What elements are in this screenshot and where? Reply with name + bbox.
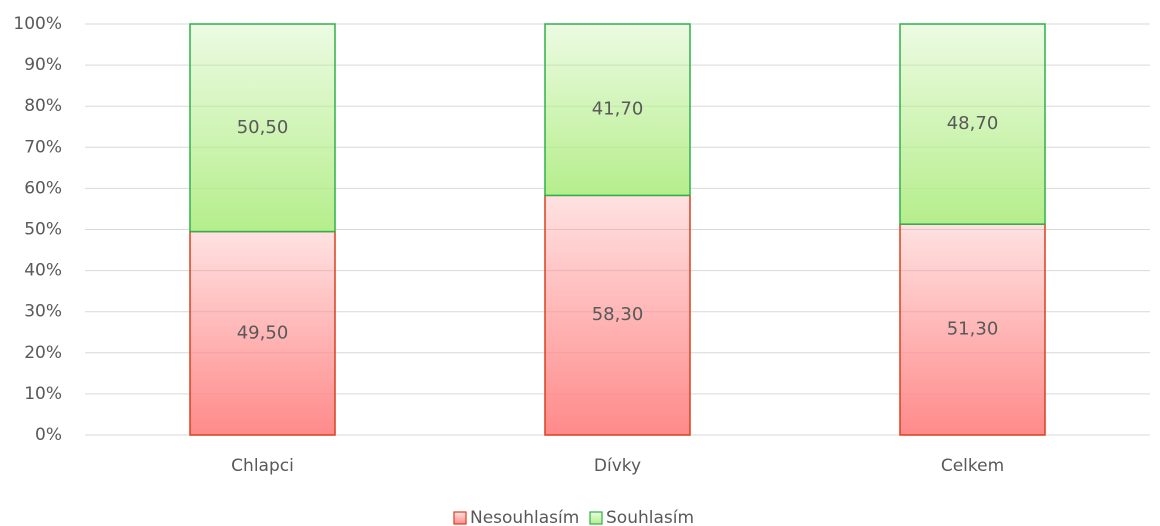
y-tick-label: 0% xyxy=(35,425,62,445)
y-tick-label: 40% xyxy=(24,261,62,281)
legend-swatch xyxy=(453,511,467,525)
bar-segment xyxy=(189,23,336,233)
y-tick-label: 80% xyxy=(24,96,62,116)
bar-segment xyxy=(189,230,336,436)
bar-segment xyxy=(899,23,1046,225)
y-tick-label: 30% xyxy=(24,302,62,322)
y-tick-label: 100% xyxy=(13,14,62,34)
bar-segment xyxy=(544,23,691,197)
y-tick-label: 50% xyxy=(24,220,62,240)
y-tick-label: 10% xyxy=(24,384,62,404)
data-label: 50,50 xyxy=(237,117,289,138)
legend-swatch xyxy=(589,511,603,525)
x-tick-label: Chlapci xyxy=(231,456,294,476)
data-label: 51,30 xyxy=(947,319,999,340)
data-label: 48,70 xyxy=(947,113,999,134)
bar-segment xyxy=(544,194,691,436)
x-tick-label: Celkem xyxy=(941,456,1004,476)
y-tick-label: 70% xyxy=(24,137,62,157)
y-tick-label: 60% xyxy=(24,178,62,198)
data-label: 41,70 xyxy=(592,99,644,120)
data-label: 58,30 xyxy=(592,304,644,325)
x-tick-label: Dívky xyxy=(594,456,641,476)
bar-segment xyxy=(899,223,1046,436)
legend-label: Souhlasím xyxy=(606,508,694,526)
y-tick-label: 90% xyxy=(24,55,62,75)
y-tick-label: 20% xyxy=(24,343,62,363)
data-label: 49,50 xyxy=(237,322,289,343)
legend-label: Nesouhlasím xyxy=(470,508,579,526)
